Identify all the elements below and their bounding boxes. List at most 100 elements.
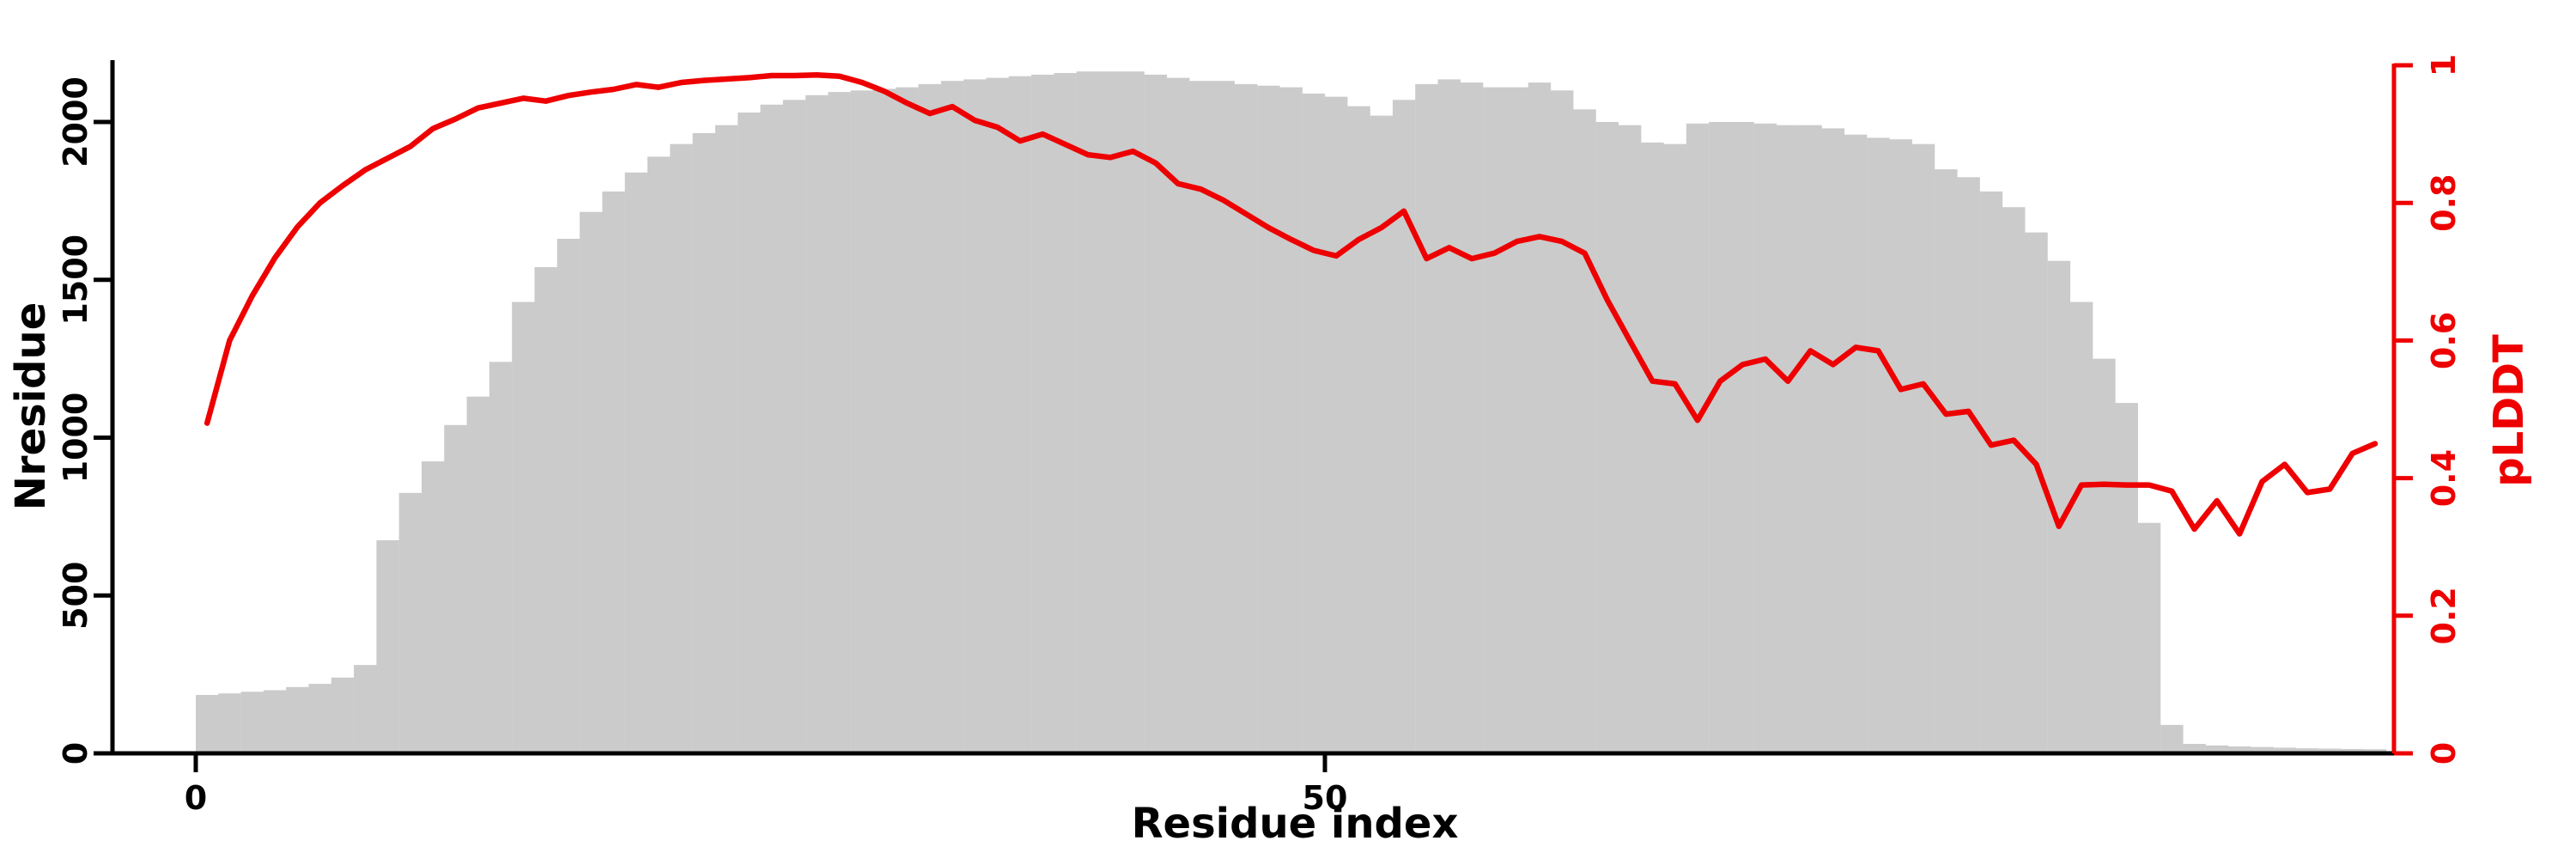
bar bbox=[1641, 142, 1664, 753]
x-axis-label: Residue index bbox=[1132, 800, 1459, 848]
bar bbox=[1573, 109, 1596, 754]
x-tick-label: 50 bbox=[1303, 779, 1348, 817]
bar bbox=[2115, 403, 2138, 753]
bar bbox=[1709, 122, 1732, 753]
bars-layer bbox=[196, 71, 2387, 754]
bar bbox=[2002, 207, 2026, 753]
bar bbox=[1618, 125, 1642, 753]
right-tick-label: 0.4 bbox=[2425, 449, 2463, 507]
bar bbox=[1347, 106, 1370, 754]
bar bbox=[308, 684, 331, 753]
bar bbox=[2251, 746, 2274, 753]
bar bbox=[1008, 76, 1032, 753]
bar bbox=[534, 267, 557, 753]
bar bbox=[850, 90, 874, 754]
bar bbox=[738, 113, 761, 753]
bar bbox=[692, 132, 716, 753]
bar bbox=[1099, 71, 1122, 753]
bar bbox=[1889, 139, 1912, 753]
bar bbox=[422, 461, 445, 753]
bar bbox=[1483, 87, 1506, 754]
bar bbox=[986, 77, 1009, 754]
bar bbox=[2341, 748, 2364, 753]
bar bbox=[1731, 122, 1754, 753]
bar bbox=[1392, 100, 1416, 754]
bar bbox=[1166, 77, 1190, 754]
bar bbox=[782, 100, 806, 754]
x-tick-label: 0 bbox=[185, 779, 207, 817]
right-tick-label: 0.6 bbox=[2425, 312, 2463, 369]
bar bbox=[444, 424, 467, 753]
bar bbox=[263, 690, 287, 753]
bar bbox=[1957, 177, 1980, 754]
bar bbox=[556, 239, 580, 753]
bar bbox=[1551, 90, 1574, 754]
y-axis-label-left: Nresidue bbox=[7, 302, 55, 511]
left-tick-label: 0 bbox=[57, 742, 94, 765]
bar bbox=[918, 83, 942, 753]
bar bbox=[1302, 93, 1326, 753]
bar bbox=[2205, 745, 2229, 753]
bar bbox=[1911, 143, 1935, 753]
bar bbox=[1867, 137, 1890, 753]
bar bbox=[1528, 82, 1552, 754]
bar bbox=[1257, 85, 1280, 753]
bar bbox=[896, 87, 919, 754]
bar bbox=[1935, 169, 1958, 754]
bar bbox=[1777, 125, 1800, 753]
bar bbox=[1663, 143, 1686, 753]
bar bbox=[1076, 71, 1100, 753]
bar bbox=[376, 539, 399, 753]
bar bbox=[647, 156, 671, 753]
bar bbox=[760, 104, 783, 754]
bar bbox=[1031, 74, 1054, 753]
bar bbox=[2160, 724, 2184, 753]
bar bbox=[805, 94, 829, 754]
bar bbox=[398, 492, 422, 753]
bar bbox=[1054, 73, 1077, 753]
bar bbox=[2273, 747, 2297, 753]
plddt-line bbox=[204, 71, 2379, 537]
bar bbox=[512, 302, 535, 753]
bar bbox=[602, 191, 625, 753]
bar bbox=[1234, 83, 1258, 753]
right-tick-label: 0.8 bbox=[2425, 174, 2463, 232]
bar bbox=[2069, 302, 2093, 753]
bar bbox=[1437, 79, 1461, 753]
bar bbox=[624, 172, 648, 754]
bar bbox=[240, 691, 264, 753]
bar bbox=[466, 396, 490, 753]
bar bbox=[354, 665, 377, 753]
bar bbox=[1799, 125, 1822, 753]
bar bbox=[1979, 191, 2003, 753]
bar bbox=[286, 686, 309, 753]
bar bbox=[1189, 81, 1212, 753]
bar bbox=[196, 695, 219, 753]
bar bbox=[828, 92, 851, 754]
bar bbox=[1753, 123, 1777, 754]
right-tick-label: 0 bbox=[2425, 742, 2463, 765]
bar bbox=[1212, 81, 1235, 753]
right-tick-label: 1 bbox=[2425, 54, 2463, 76]
bar bbox=[1370, 115, 1394, 754]
bar bbox=[1460, 82, 1484, 754]
bar bbox=[2318, 748, 2342, 753]
bar bbox=[940, 81, 964, 753]
right-tick-label: 0.2 bbox=[2425, 587, 2463, 644]
bar bbox=[1844, 134, 1868, 753]
left-tick-label: 2000 bbox=[57, 76, 94, 168]
bar bbox=[873, 88, 896, 753]
bar bbox=[1415, 83, 1438, 753]
bar bbox=[1686, 123, 1710, 754]
bar bbox=[2183, 744, 2206, 753]
bar bbox=[218, 693, 241, 753]
bar bbox=[2093, 358, 2116, 753]
y-axis-label-right: pLDDT bbox=[2485, 334, 2533, 487]
bar bbox=[331, 677, 355, 753]
bar bbox=[714, 125, 738, 753]
bar bbox=[1144, 74, 1168, 753]
bar bbox=[489, 362, 513, 753]
bar bbox=[2295, 748, 2319, 753]
